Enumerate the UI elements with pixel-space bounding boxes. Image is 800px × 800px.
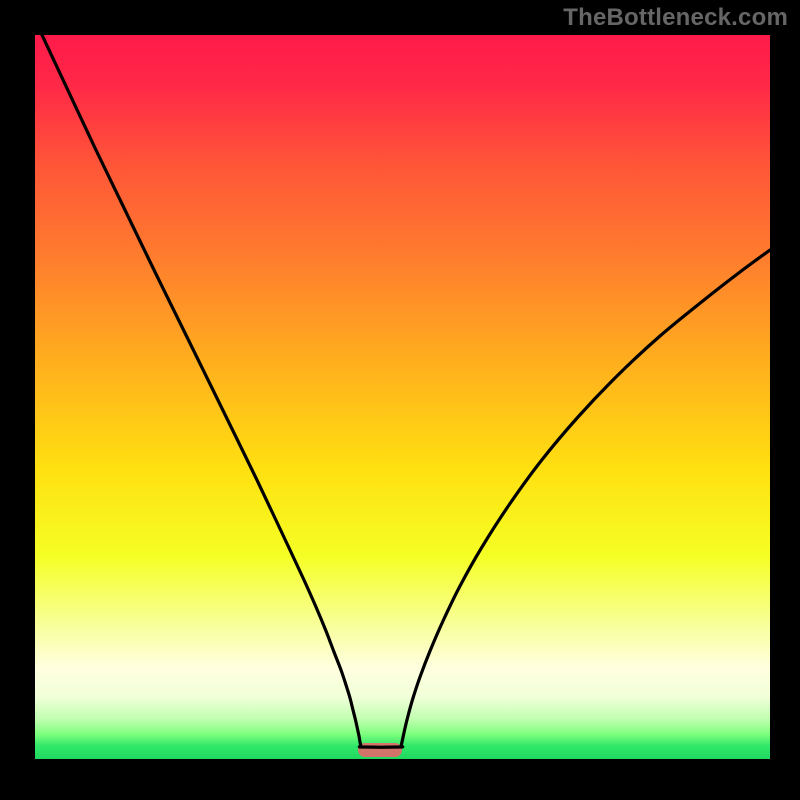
plot-svg [0,0,800,800]
gradient-fill [35,35,770,759]
watermark-text: TheBottleneck.com [563,4,788,32]
chart-container: TheBottleneck.com [0,0,800,800]
minimum-marker [358,743,402,757]
